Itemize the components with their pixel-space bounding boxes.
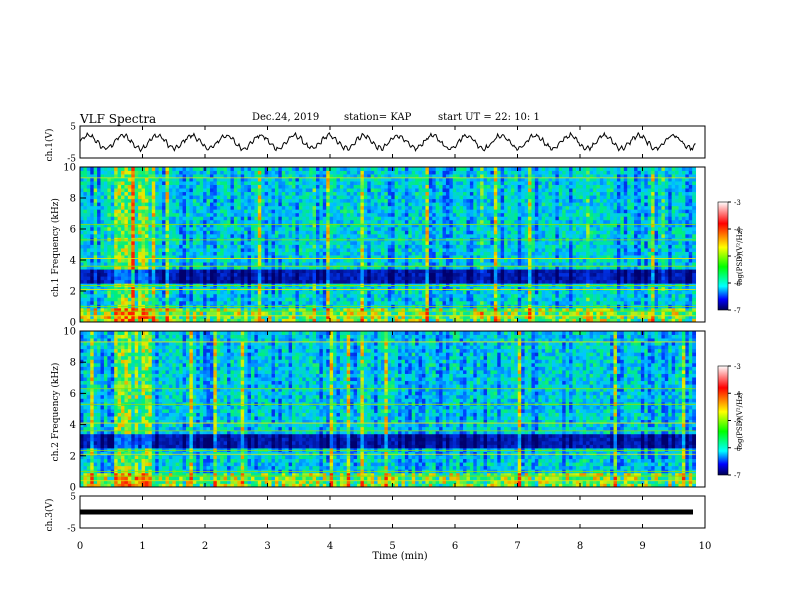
ch1-wave-ytick-label: -5 — [67, 155, 76, 165]
ch1-spec-ylabel: ch.1 Frequency (kHz) — [50, 198, 61, 297]
time-tick-label: 0 — [77, 541, 83, 552]
ch1-spec-ytick-label: 6 — [70, 225, 76, 236]
ch2-colorbar-tick-label: -4 — [734, 390, 741, 398]
ch2-spec-ytick-label: 6 — [70, 389, 76, 400]
ch1-colorbar-tick-label: -4 — [734, 226, 741, 234]
ch2-spec-ytick-label: 10 — [63, 327, 76, 338]
time-axis-label: Time (min) — [372, 551, 427, 562]
time-tick-label: 7 — [514, 541, 520, 552]
ch2-spec-colorbar-label: log(PSD)(V²/Hz) — [736, 392, 744, 449]
time-tick-label: 4 — [327, 541, 333, 552]
ch1-spec-ytick-label: 0 — [70, 318, 76, 329]
ch1-spec-ytick-label: 2 — [70, 287, 76, 298]
ch2-spec-cells — [80, 331, 697, 488]
ch1-colorbar-tick-label: -3 — [734, 199, 741, 207]
ch1-wave-ytick-label: 5 — [70, 123, 76, 133]
ch2-spec-ytick-label: 2 — [70, 451, 76, 462]
ch1-spec-ytick-label: 10 — [63, 163, 76, 174]
ch1-wave-frame — [79, 125, 706, 159]
time-tick-label: 3 — [264, 541, 270, 552]
ch2-spec-ylabel: ch.2 Frequency (kHz) — [50, 363, 61, 462]
ch1-wave-ylabel: ch.1(V) — [44, 129, 55, 162]
ch2-spec-ytick-label: 0 — [70, 483, 76, 494]
ch1-colorbar — [717, 201, 729, 311]
time-tick-label: 1 — [139, 541, 145, 552]
time-tick-label: 2 — [202, 541, 208, 552]
ch2-spec-ytick-label: 8 — [70, 358, 76, 369]
ch3-wave-ytick-label: 5 — [70, 493, 76, 503]
time-tick-label: 8 — [577, 541, 583, 552]
ch1-wave-trace — [79, 131, 696, 153]
ch2-spec-ytick-label: 4 — [70, 420, 76, 431]
time-tick-label: 6 — [452, 541, 458, 552]
plot-title: VLF Spectra — [80, 112, 157, 126]
ch3-wave-ylabel: ch.3(V) — [44, 499, 55, 532]
time-tick-label: 9 — [639, 541, 645, 552]
start-time-label: start UT = 22: 10: 1 — [438, 112, 540, 123]
ch1-colorbar-tick-label: -7 — [734, 307, 741, 315]
ch1-spec-colorbar-label: log(PSD)(V²/Hz) — [736, 228, 744, 285]
date-label: Dec.24, 2019 — [252, 112, 320, 123]
ch3-wave-ytick-label: -5 — [67, 525, 76, 535]
ch2-colorbar-tick-label: -6 — [734, 445, 741, 453]
ch1-colorbar-tick-label: -6 — [734, 280, 741, 288]
ch2-colorbar-tick-label: -3 — [734, 363, 741, 371]
ch2-colorbar-tick-label: -7 — [734, 472, 741, 480]
ch1-spec-ytick-label: 8 — [70, 194, 76, 205]
time-tick-label: 5 — [389, 541, 395, 552]
ch1-spec-ytick-label: 4 — [70, 256, 76, 267]
ch1-spec-cells — [80, 167, 697, 323]
ch2-colorbar-tick-label: -5 — [734, 418, 741, 426]
ch2-colorbar — [717, 365, 729, 476]
ch1-colorbar-tick-label: -5 — [734, 253, 741, 261]
station-label: station= KAP — [344, 112, 412, 123]
time-tick-label: 10 — [699, 541, 712, 552]
